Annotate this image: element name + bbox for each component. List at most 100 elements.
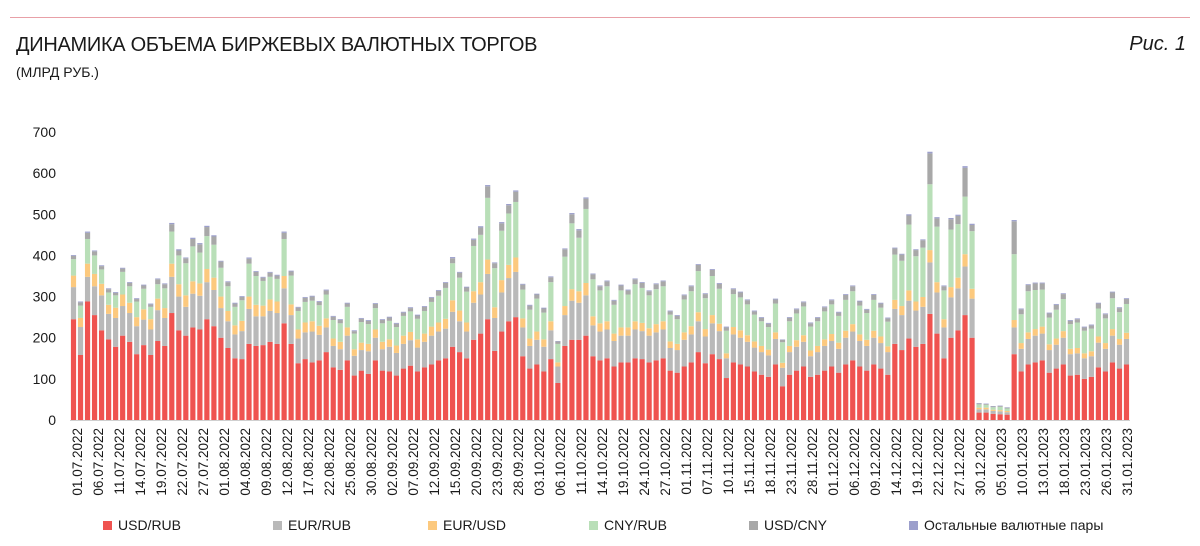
bar-segment-eur_rub bbox=[604, 329, 610, 359]
top-accent-rule bbox=[10, 17, 1190, 18]
bar-segment-usd_rub bbox=[407, 365, 414, 420]
bar-segment-eur_rub bbox=[400, 343, 407, 369]
bar-segment-cny_rub bbox=[527, 309, 533, 339]
bar-segment-usd_cny bbox=[344, 303, 350, 307]
x-tick-label: 07.09.2022 bbox=[406, 428, 421, 496]
bar-segment-eur_usd bbox=[84, 263, 91, 277]
bar-segment-usd_rub bbox=[1116, 368, 1123, 420]
legend-item: USD/CNY bbox=[749, 517, 827, 533]
bar-segment-other bbox=[695, 264, 701, 265]
bar-segment-cny_rub bbox=[141, 288, 147, 310]
bar-segment-other bbox=[843, 294, 849, 295]
bar-segment-eur_rub bbox=[1053, 344, 1059, 369]
bar-segment-eur_rub bbox=[808, 356, 814, 377]
bar-segment-other bbox=[386, 316, 392, 318]
bar-segment-other bbox=[969, 223, 975, 225]
bar-segment-eur_usd bbox=[449, 300, 456, 312]
bar-segment-eur_rub bbox=[597, 331, 603, 361]
bar-segment-cny_rub bbox=[1004, 408, 1010, 411]
bar-segment-eur_usd bbox=[471, 291, 477, 303]
bar-segment-eur_rub bbox=[169, 276, 175, 314]
bar-segment-eur_rub bbox=[688, 334, 694, 363]
bar-segment-usd_rub bbox=[414, 371, 421, 420]
bar-segment-eur_rub bbox=[478, 294, 484, 334]
bar-segment-eur_usd bbox=[709, 315, 715, 324]
bar-segment-usd_rub bbox=[639, 359, 645, 420]
bar-segment-other bbox=[892, 247, 898, 249]
bar-segment-usd_rub bbox=[934, 333, 940, 420]
bar-segment-other bbox=[141, 284, 147, 286]
bar-segment-cny_rub bbox=[239, 300, 245, 321]
bar-segment-other bbox=[281, 231, 287, 233]
bar-segment-eur_rub bbox=[372, 337, 378, 361]
bar-segment-cny_rub bbox=[695, 271, 701, 313]
bar-segment-cny_rub bbox=[274, 278, 280, 302]
bar-segment-usd_rub bbox=[260, 345, 266, 420]
bar-segment-other bbox=[506, 204, 512, 206]
y-tick-label: 0 bbox=[48, 412, 56, 428]
bar-segment-cny_rub bbox=[969, 231, 975, 289]
bar-segment-other bbox=[288, 270, 294, 272]
bar-segment-eur_rub bbox=[934, 292, 940, 334]
bar-segment-usd_rub bbox=[309, 362, 315, 420]
bar-segment-eur_usd bbox=[597, 323, 603, 332]
bar-segment-other bbox=[148, 303, 154, 305]
bar-segment-eur_rub bbox=[506, 278, 512, 322]
bar-segment-cny_rub bbox=[386, 320, 392, 340]
bar-segment-eur_rub bbox=[1067, 354, 1073, 376]
bar-segment-eur_rub bbox=[527, 345, 533, 369]
bar-segment-eur_usd bbox=[765, 349, 772, 356]
bar-segment-cny_rub bbox=[955, 224, 961, 278]
bar-segment-cny_rub bbox=[611, 304, 617, 334]
bar-segment-usd_cny bbox=[569, 214, 575, 224]
bar-segment-usd_cny bbox=[1011, 221, 1017, 255]
bar-segment-usd_cny bbox=[688, 286, 694, 292]
bar-segment-cny_rub bbox=[548, 282, 554, 322]
bar-segment-usd_rub bbox=[288, 343, 294, 420]
bar-segment-eur_rub bbox=[1074, 353, 1080, 375]
bar-segment-other bbox=[393, 322, 400, 324]
bar-segment-other bbox=[520, 283, 526, 285]
bar-segment-cny_rub bbox=[843, 299, 849, 331]
bar-segment-usd_rub bbox=[120, 335, 126, 420]
bar-segment-eur_rub bbox=[983, 409, 989, 413]
bar-segment-eur_usd bbox=[506, 264, 512, 279]
bar-segment-usd_rub bbox=[457, 352, 463, 420]
bar-segment-cny_rub bbox=[351, 333, 357, 350]
bar-segment-cny_rub bbox=[815, 321, 821, 346]
bar-segment-eur_usd bbox=[674, 343, 680, 351]
bar-segment-usd_cny bbox=[562, 249, 568, 257]
bar-segment-usd_cny bbox=[513, 191, 519, 202]
bar-segment-other bbox=[590, 273, 596, 275]
bar-segment-usd_rub bbox=[239, 359, 245, 420]
bar-segment-eur_usd bbox=[618, 327, 624, 336]
bar-segment-usd_rub bbox=[793, 370, 800, 420]
x-tick-label: 23.09.2022 bbox=[490, 428, 505, 496]
bar-segment-usd_cny bbox=[478, 227, 484, 235]
bar-segment-cny_rub bbox=[218, 267, 224, 297]
bar-segment-eur_rub bbox=[155, 310, 161, 342]
bar-segment-other bbox=[169, 222, 175, 225]
x-tick-label: 30.08.2022 bbox=[364, 428, 379, 496]
bar-segment-usd_cny bbox=[506, 205, 512, 214]
bar-segment-eur_usd bbox=[1004, 410, 1010, 413]
y-tick-label: 400 bbox=[33, 247, 57, 263]
bar-segment-eur_rub bbox=[1046, 350, 1052, 373]
bar-segment-usd_cny bbox=[253, 271, 259, 276]
bar-segment-eur_rub bbox=[786, 352, 793, 375]
bar-segment-eur_usd bbox=[983, 407, 989, 410]
bar-segment-eur_rub bbox=[878, 343, 884, 369]
bar-segment-usd_cny bbox=[611, 300, 617, 305]
bar-segment-eur_usd bbox=[183, 295, 189, 307]
bar-segment-usd_cny bbox=[737, 292, 743, 298]
bar-segment-usd_cny bbox=[548, 277, 554, 283]
bar-segment-usd_rub bbox=[1025, 364, 1031, 420]
bar-segment-usd_cny bbox=[464, 287, 470, 292]
bar-segment-usd_rub bbox=[344, 360, 350, 420]
bar-segment-usd_cny bbox=[625, 290, 631, 295]
bar-segment-cny_rub bbox=[604, 286, 610, 322]
bar-segment-usd_cny bbox=[758, 317, 765, 322]
bar-segment-cny_rub bbox=[822, 311, 828, 340]
x-tick-label: 22.07.2022 bbox=[175, 428, 190, 496]
bar-segment-usd_rub bbox=[70, 319, 77, 420]
